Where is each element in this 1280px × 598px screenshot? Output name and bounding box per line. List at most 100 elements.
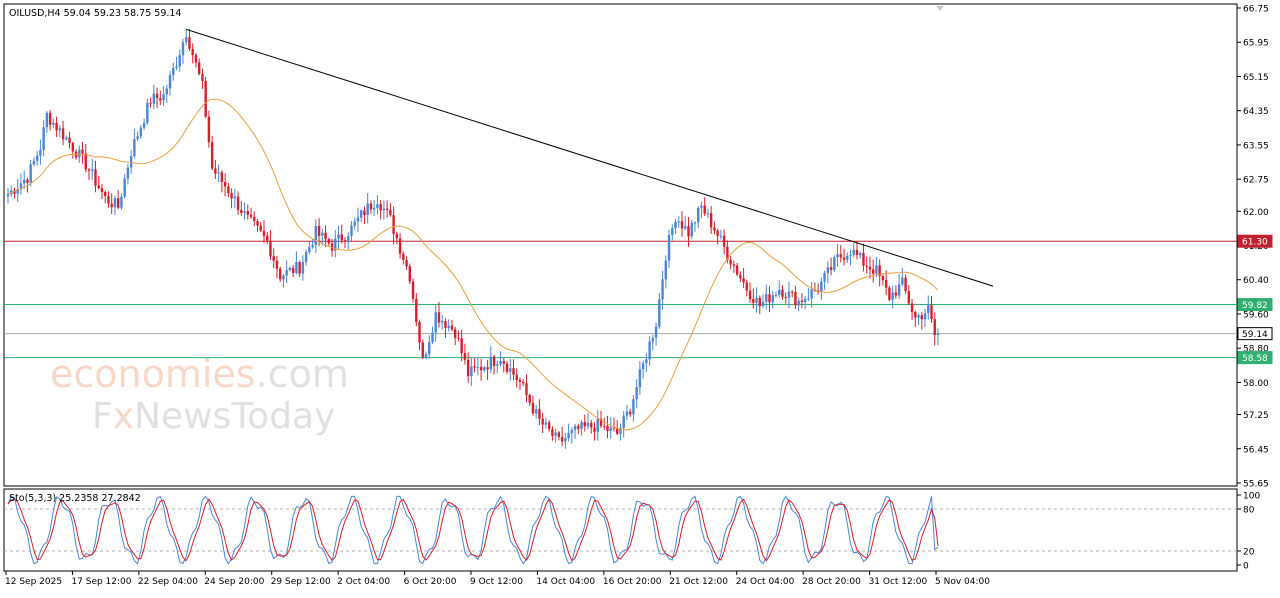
candle-body bbox=[350, 225, 353, 236]
candle-body bbox=[881, 275, 885, 281]
price-tick-label: 64.35 bbox=[1243, 107, 1269, 117]
svg-text:FxNewsToday: FxNewsToday bbox=[92, 396, 335, 437]
time-axis: 12 Sep 2025 17 Sep 12:00 22 Sep 04:00 24 Se… bbox=[5, 571, 990, 587]
candle-body bbox=[35, 155, 39, 161]
candle-body bbox=[398, 238, 402, 254]
candle-body bbox=[674, 221, 677, 229]
moving-average bbox=[7, 98, 939, 431]
trendline-group bbox=[186, 28, 994, 287]
candle-body bbox=[839, 254, 842, 258]
candle-body bbox=[664, 260, 668, 280]
candle-body bbox=[619, 428, 622, 434]
time-tick-label: 24 Sep 20:00 bbox=[204, 577, 264, 587]
candle-body bbox=[181, 42, 185, 56]
candle-body bbox=[207, 116, 211, 143]
candle-body bbox=[590, 422, 593, 428]
candle-body bbox=[266, 235, 269, 241]
horizontal-lines bbox=[4, 240, 1237, 359]
candle-body bbox=[360, 210, 363, 218]
candle-body bbox=[32, 160, 36, 165]
support-lower-tag-label: 58.58 bbox=[1242, 354, 1268, 364]
candle-body bbox=[784, 296, 787, 298]
candle-body bbox=[330, 243, 334, 251]
candle-body bbox=[256, 221, 259, 226]
candle-body bbox=[609, 427, 612, 431]
candle-body bbox=[392, 215, 395, 234]
candle-body bbox=[321, 232, 324, 236]
candle-body bbox=[65, 137, 68, 140]
candle-body bbox=[275, 260, 279, 269]
time-tick-label: 31 Oct 12:00 bbox=[869, 577, 928, 587]
candle-body bbox=[204, 80, 207, 117]
candle-body bbox=[891, 292, 894, 300]
candle-body bbox=[340, 234, 343, 241]
candle-body bbox=[719, 235, 723, 237]
candle-body bbox=[126, 167, 130, 179]
time-tick-label: 9 Oct 12:00 bbox=[470, 577, 523, 587]
candle-body bbox=[317, 225, 321, 236]
candle-body bbox=[282, 275, 285, 280]
candle-body bbox=[651, 337, 655, 342]
candle-body bbox=[6, 194, 10, 197]
candle-body bbox=[97, 185, 100, 189]
candle-body bbox=[447, 325, 450, 328]
candle-body bbox=[709, 213, 713, 228]
price-tick-label: 62.00 bbox=[1243, 208, 1269, 218]
candle-body bbox=[765, 294, 768, 302]
candle-body bbox=[262, 230, 266, 236]
candle-body bbox=[486, 367, 489, 370]
candle-body bbox=[434, 312, 437, 333]
candle-body bbox=[172, 67, 175, 76]
svg-text:economies.com: economies.com bbox=[50, 352, 349, 396]
candle-body bbox=[288, 267, 292, 271]
candle-body bbox=[444, 320, 447, 328]
candle-body bbox=[502, 361, 505, 364]
candle-body bbox=[483, 367, 486, 371]
candle-body bbox=[385, 208, 389, 210]
candle-body bbox=[418, 321, 421, 343]
stoch-tick-label: 20 bbox=[1243, 548, 1255, 558]
candle-body bbox=[622, 415, 625, 429]
candle-body bbox=[58, 128, 62, 131]
candle-body bbox=[334, 238, 337, 251]
time-tick-label: 28 Oct 20:00 bbox=[802, 577, 861, 587]
candle-body bbox=[68, 137, 71, 143]
candle-body bbox=[240, 209, 243, 213]
candle-body bbox=[625, 411, 629, 416]
candle-body bbox=[820, 281, 823, 292]
candle-body bbox=[862, 253, 865, 266]
time-tick-label: 21 Oct 12:00 bbox=[669, 577, 728, 587]
resistance-tag-label: 61.30 bbox=[1242, 238, 1268, 248]
candle-body bbox=[159, 98, 162, 101]
candle-body bbox=[236, 196, 240, 210]
candle-body bbox=[453, 329, 457, 338]
candle-body bbox=[366, 203, 369, 215]
candle-body bbox=[324, 232, 327, 240]
stoch-tick-label: 80 bbox=[1243, 506, 1255, 516]
time-tick-label: 29 Sep 12:00 bbox=[271, 577, 331, 587]
candle-body bbox=[722, 235, 726, 247]
candle-body bbox=[509, 368, 512, 372]
candle-body bbox=[52, 122, 55, 125]
candle-body bbox=[327, 239, 331, 244]
candle-body bbox=[781, 289, 784, 297]
candle-body bbox=[752, 299, 755, 303]
candle-body bbox=[525, 383, 528, 395]
candle-body bbox=[684, 226, 687, 229]
candle-body bbox=[661, 279, 664, 300]
candle-body bbox=[175, 66, 178, 68]
candle-body bbox=[930, 305, 933, 320]
candle-body bbox=[278, 268, 282, 280]
candle-body bbox=[210, 142, 214, 169]
price-tick-label: 59.60 bbox=[1243, 310, 1269, 320]
candle-body bbox=[687, 226, 690, 237]
candle-body bbox=[191, 48, 194, 55]
candle-body bbox=[107, 196, 110, 204]
time-tick-label: 6 Oct 20:00 bbox=[404, 577, 457, 587]
candle-body bbox=[408, 266, 412, 282]
candle-body bbox=[894, 292, 898, 296]
candle-body bbox=[774, 294, 778, 296]
candle-body bbox=[810, 289, 813, 299]
time-tick-label: 14 Oct 04:00 bbox=[536, 577, 595, 587]
candle-body bbox=[165, 88, 168, 95]
